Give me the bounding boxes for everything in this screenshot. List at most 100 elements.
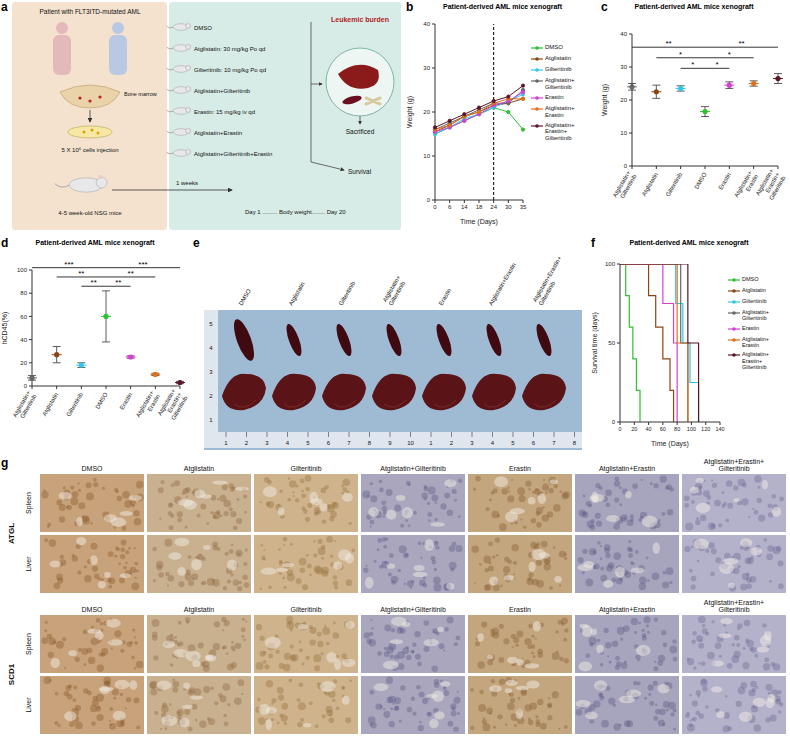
svg-text:6: 6 (448, 204, 452, 210)
svg-text:Atglistatin+Erastin+Gilteritin: Atglistatin+Erastin+Gilteritinib (704, 599, 764, 614)
svg-text:Atglistatin+Erastin: Atglistatin+Erastin (599, 465, 655, 473)
svg-text:DMSO: DMSO (82, 606, 104, 613)
svg-text:100: 100 (687, 426, 696, 432)
svg-text:**: ** (665, 39, 671, 48)
svg-text:40: 40 (20, 337, 27, 343)
svg-text:Atglistatin+Erastin: Atglistatin+Erastin (194, 130, 242, 136)
svg-text:Atglistatin+Gilteritinib+Erast: Atglistatin+Gilteritinib+Erastin (194, 151, 272, 157)
svg-text:80: 80 (674, 426, 680, 432)
svg-text:24: 24 (490, 204, 497, 210)
svg-text:Weight (g): Weight (g) (601, 84, 609, 116)
svg-text:Atglistatin+Erastin+Gilteritin: Atglistatin+Erastin+Gilteritinib (755, 167, 787, 203)
svg-text:Sacrificed: Sacrificed (346, 128, 375, 135)
svg-text:0: 0 (427, 197, 431, 203)
svg-text:*: * (691, 60, 694, 69)
svg-text:**: ** (738, 39, 744, 48)
svg-text:35: 35 (520, 204, 527, 210)
svg-text:Gilteritinib: 10 mg/kg Po qd: Gilteritinib: 10 mg/kg Po qd (194, 67, 266, 73)
svg-text:60: 60 (20, 314, 27, 320)
svg-text:Atglistatin+Gilteritinib: Atglistatin+Gilteritinib (380, 606, 446, 614)
svg-text:0: 0 (624, 163, 628, 169)
svg-text:1 weeks: 1 weeks (176, 180, 198, 186)
svg-text:Atglistatin: Atglistatin (41, 392, 59, 418)
svg-text:9: 9 (388, 440, 392, 446)
svg-text:**: ** (115, 278, 121, 287)
svg-text:3: 3 (470, 440, 474, 446)
svg-text:Weight (g): Weight (g) (406, 96, 414, 128)
svg-text:140: 140 (715, 426, 724, 432)
svg-text:**: ** (91, 278, 97, 287)
svg-text:**: ** (128, 269, 134, 278)
svg-text:2: 2 (245, 440, 249, 446)
svg-text:Atglistatin: Atglistatin (184, 606, 214, 614)
svg-text:Spleen: Spleen (25, 492, 33, 514)
svg-text:Gilteritinib: Gilteritinib (290, 606, 321, 613)
svg-text:4-5 week-old NSG mice: 4-5 week-old NSG mice (58, 210, 122, 216)
svg-text:Atglistatin+Gilteritinib: Atglistatin+Gilteritinib (194, 88, 251, 94)
svg-text:5: 5 (511, 440, 515, 446)
svg-text:0: 0 (612, 419, 616, 425)
svg-text:Gilteritinib: Gilteritinib (290, 465, 321, 472)
svg-text:hCD45(%): hCD45(%) (1, 312, 9, 345)
svg-text:DMSO: DMSO (693, 171, 707, 190)
svg-text:Spleen: Spleen (25, 633, 33, 655)
svg-text:***: *** (64, 260, 73, 269)
svg-text:Atglistatin+Erastin+Gilteritin: Atglistatin+Erastin+Gilteritinib (157, 387, 189, 423)
svg-text:0: 0 (618, 426, 621, 432)
svg-text:0: 0 (24, 383, 28, 389)
svg-text:Erastin: Erastin (119, 392, 134, 411)
svg-text:20: 20 (620, 97, 627, 103)
svg-text:60: 60 (660, 426, 666, 432)
svg-text:80: 80 (20, 290, 27, 296)
svg-text:7: 7 (347, 440, 351, 446)
svg-text:20: 20 (20, 360, 27, 366)
svg-text:40: 40 (423, 21, 430, 27)
svg-text:1: 1 (429, 440, 433, 446)
svg-text:7: 7 (552, 440, 556, 446)
svg-text:Liver: Liver (25, 697, 32, 713)
svg-text:40: 40 (620, 31, 627, 37)
svg-text:Atglistatin+Erastin: Atglistatin+Erastin (733, 169, 759, 201)
svg-text:100: 100 (17, 267, 28, 273)
svg-text:Erastin: 15 mg/kg iv qd: Erastin: 15 mg/kg iv qd (194, 109, 255, 115)
svg-text:30: 30 (423, 65, 430, 71)
svg-text:Erastin: Erastin (438, 287, 453, 306)
svg-text:4: 4 (491, 440, 495, 446)
svg-text:DMSO: DMSO (238, 288, 252, 307)
svg-text:Bone marrow: Bone marrow (124, 91, 157, 97)
svg-text:Survival time (days): Survival time (days) (591, 312, 599, 373)
svg-text:Erastin: Erastin (509, 606, 531, 613)
svg-text:Erastin: Erastin (717, 172, 732, 191)
svg-text:18: 18 (476, 204, 483, 210)
svg-text:2: 2 (450, 440, 454, 446)
svg-text:*: * (728, 50, 731, 59)
svg-text:Atglistatin: Atglistatin (288, 281, 306, 307)
svg-text:SCD1: SCD1 (7, 663, 16, 685)
svg-text:4: 4 (209, 345, 213, 351)
svg-text:5: 5 (209, 321, 213, 327)
svg-text:1: 1 (224, 440, 228, 446)
svg-text:Erastin: Erastin (509, 465, 531, 472)
svg-text:Patient with FLT3ITD-mutated A: Patient with FLT3ITD-mutated AML (39, 8, 140, 15)
svg-text:30: 30 (505, 204, 512, 210)
svg-text:120: 120 (701, 426, 710, 432)
svg-text:8: 8 (368, 440, 372, 446)
svg-text:DMSO: DMSO (94, 391, 108, 410)
svg-text:Atglistatin: Atglistatin (641, 172, 659, 198)
svg-text:5: 5 (306, 440, 310, 446)
svg-text:**: ** (78, 269, 84, 278)
svg-text:*: * (679, 50, 682, 59)
svg-text:8: 8 (573, 440, 577, 446)
svg-text:Gilteritinib: Gilteritinib (338, 280, 357, 307)
svg-text:Time (Days): Time (Days) (460, 218, 498, 226)
svg-text:40: 40 (646, 426, 652, 432)
svg-text:DMSO: DMSO (82, 465, 104, 472)
svg-text:4: 4 (286, 440, 290, 446)
svg-text:0: 0 (433, 204, 437, 210)
svg-text:30: 30 (620, 64, 627, 70)
svg-text:Leukemic burden: Leukemic burden (331, 16, 389, 23)
svg-text:20: 20 (631, 426, 637, 432)
svg-text:Atglistatin+Erastin: Atglistatin+Erastin (599, 606, 655, 614)
svg-text:6: 6 (327, 440, 331, 446)
svg-text:Atglistatin+Erastin: Atglistatin+Erastin (135, 389, 161, 421)
